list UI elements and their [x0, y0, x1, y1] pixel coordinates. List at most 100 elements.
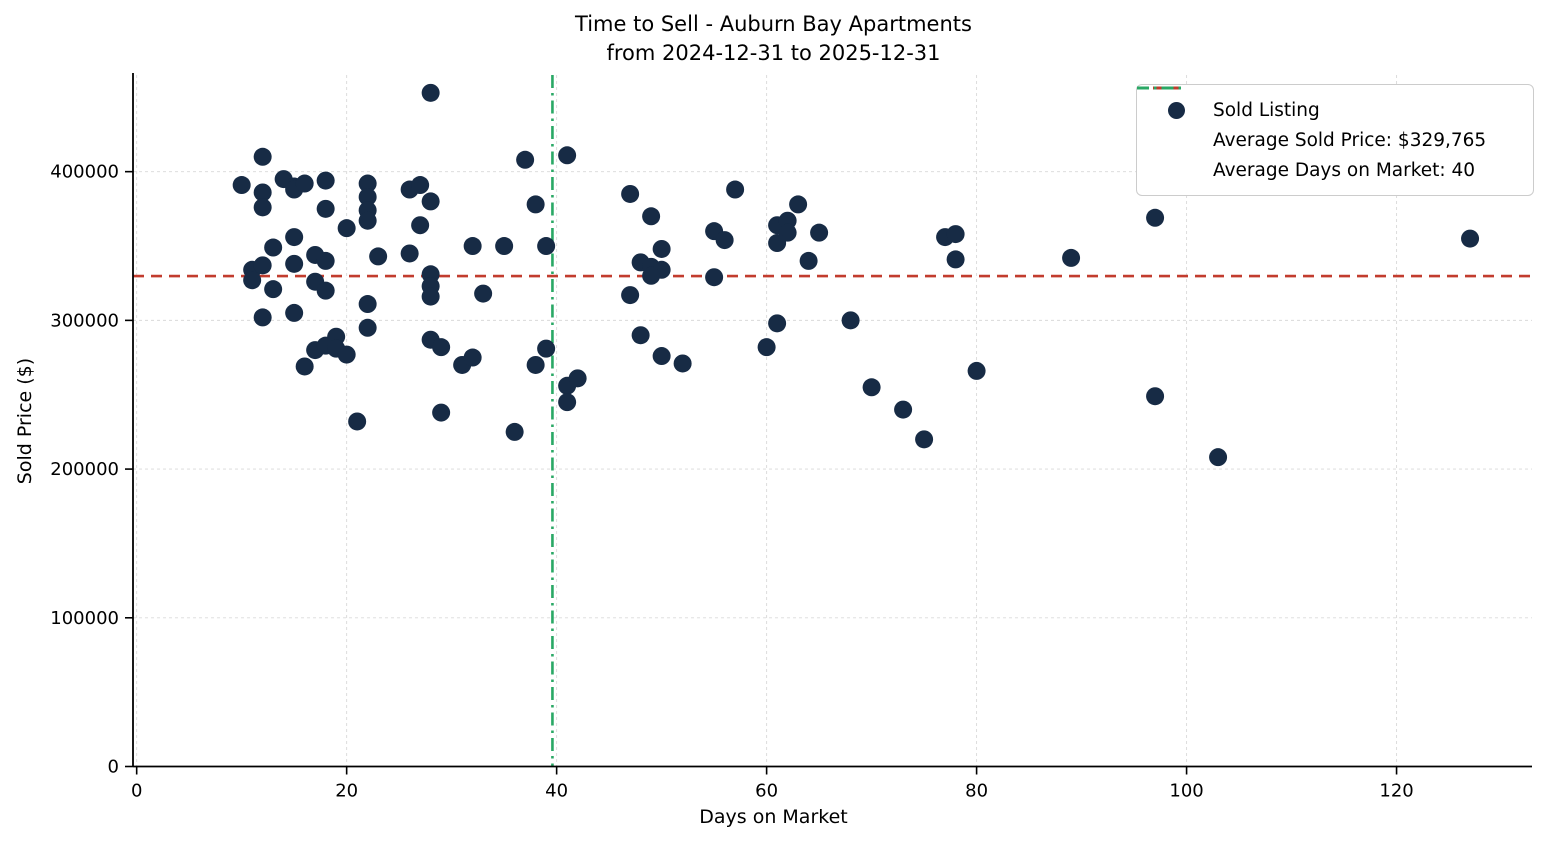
sold-listing-point: [264, 280, 283, 299]
sold-listing-point: [894, 400, 913, 419]
x-tick-label: 20: [335, 781, 358, 802]
sold-listing-point: [264, 238, 283, 257]
legend-sold-listing-label: Sold Listing: [1213, 99, 1320, 121]
sold-listing-point: [946, 225, 965, 244]
sold-listing-point: [526, 355, 545, 374]
y-axis-ticks: 0 100000 200000 300000 400000: [50, 162, 133, 778]
chart-title-line2: from 2024-12-31 to 2025-12-31: [606, 41, 941, 65]
sold-listing-dot-icon: [1153, 101, 1199, 119]
sold-listing-point: [799, 251, 818, 270]
sold-listing-point: [358, 295, 377, 314]
sold-listing-point: [358, 211, 377, 230]
sold-listing-point: [358, 318, 377, 337]
x-tick-label: 40: [545, 781, 568, 802]
sold-listing-point: [358, 187, 377, 206]
sold-listing-point: [1209, 448, 1228, 467]
x-axis-ticks: 0 20 40 60 80 100 120: [131, 766, 1414, 802]
sold-listing-point: [285, 254, 304, 273]
sold-listing-point: [316, 251, 335, 270]
sold-listing-point: [642, 207, 661, 226]
sold-listing-point: [526, 195, 545, 214]
sold-listing-point: [232, 176, 251, 195]
sold-listing-point: [558, 146, 577, 165]
sold-listing-point: [652, 347, 671, 366]
sold-listing-point: [862, 378, 881, 397]
x-tick-label: 100: [1169, 781, 1203, 802]
x-tick-label: 60: [755, 781, 778, 802]
legend-row-sold-listing: Sold Listing: [1153, 95, 1519, 125]
sold-listing-point: [316, 199, 335, 218]
sold-listing-point: [705, 268, 724, 287]
sold-listing-point: [621, 286, 640, 305]
sold-listing-point: [316, 281, 335, 300]
sold-listing-point: [673, 354, 692, 373]
sold-listing-point: [432, 403, 451, 422]
x-tick-label: 0: [131, 781, 142, 802]
sold-listing-point: [715, 231, 734, 250]
y-tick-label: 400000: [50, 162, 119, 183]
legend-avg-days-label: Average Days on Market: 40: [1213, 159, 1476, 181]
x-tick-label: 80: [965, 781, 988, 802]
sold-listing-point: [1146, 387, 1165, 406]
sold-listing-point: [421, 287, 440, 306]
sold-listing-point: [421, 192, 440, 211]
sold-listing-point: [810, 223, 829, 242]
chart-title-line1: Time to Sell - Auburn Bay Apartments: [575, 12, 972, 36]
sold-listing-point: [253, 147, 272, 166]
sold-listing-point: [841, 311, 860, 330]
sold-listing-point: [421, 83, 440, 102]
legend-row-avg-days: Average Days on Market: 40: [1137, 86, 1519, 185]
sold-listing-point: [411, 176, 430, 195]
sold-listing-point: [474, 284, 493, 303]
chart-title: Time to Sell - Auburn Bay Apartments fro…: [0, 10, 1547, 68]
sold-listing-point: [558, 393, 577, 412]
sold-listing-point: [768, 234, 787, 253]
sold-listing-point: [652, 239, 671, 258]
sold-listing-point: [768, 314, 787, 333]
sold-listing-point: [285, 228, 304, 247]
y-axis-label: Sold Price ($): [14, 357, 36, 485]
sold-listing-point: [642, 266, 661, 285]
sold-listing-point: [316, 171, 335, 190]
sold-listing-point: [348, 412, 367, 431]
sold-listing-point: [621, 184, 640, 203]
sold-listing-point: [631, 326, 650, 345]
sold-listing-point: [537, 237, 556, 256]
legend: Sold Listing Average Sold Price: $329,76…: [1136, 84, 1534, 196]
sold-listing-point: [537, 339, 556, 358]
x-tick-label: 120: [1379, 781, 1413, 802]
sold-listing-point: [400, 244, 419, 263]
sold-listing-point: [1461, 229, 1480, 248]
sold-listing-point: [757, 338, 776, 357]
sold-listing-point: [967, 361, 986, 380]
sold-listing-point: [337, 219, 356, 238]
y-tick-label: 200000: [50, 459, 119, 480]
sold-listing-point: [253, 308, 272, 327]
sold-listing-point: [463, 237, 482, 256]
sold-listing-point: [1146, 208, 1165, 227]
y-tick-label: 0: [108, 757, 119, 778]
legend-avg-price-label: Average Sold Price: $329,765: [1213, 129, 1487, 151]
sold-listing-point: [358, 174, 377, 193]
sold-listing-point: [505, 422, 524, 441]
sold-listing-point: [411, 216, 430, 235]
x-axis-label: Days on Market: [699, 806, 848, 828]
sold-listing-point: [253, 256, 272, 275]
sold-listing-point: [369, 247, 388, 266]
sold-listing-point: [789, 195, 808, 214]
sold-listing-point: [243, 271, 262, 290]
sold-listing-point: [1062, 248, 1081, 267]
y-tick-label: 100000: [50, 608, 119, 629]
sold-listing-point: [946, 250, 965, 269]
scatter-points: [232, 83, 1480, 467]
sold-listing-point: [337, 345, 356, 364]
sold-listing-point: [295, 357, 314, 376]
axes: [132, 73, 1532, 768]
sold-listing-point: [285, 303, 304, 322]
sold-listing-point: [253, 183, 272, 202]
y-tick-label: 300000: [50, 310, 119, 331]
legend-row-avg-price: Average Sold Price: $329,765: [1137, 86, 1519, 155]
sold-listing-point: [568, 369, 587, 388]
sold-listing-point: [463, 348, 482, 367]
